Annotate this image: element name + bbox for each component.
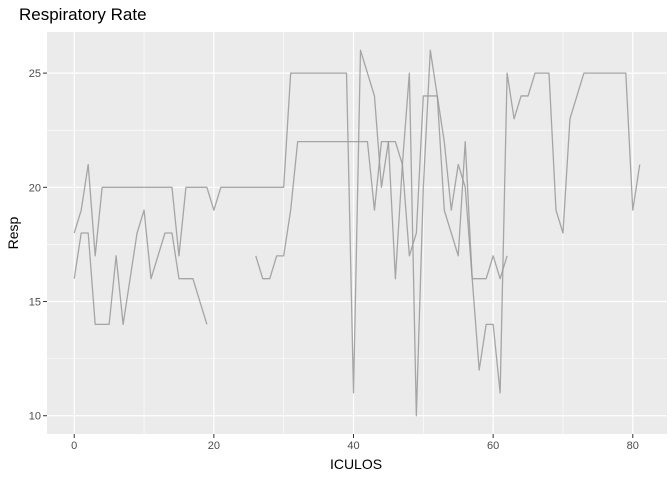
series-line-1 [73, 209, 208, 326]
y-tick-label: 10 [29, 411, 41, 423]
x-tick-label: 20 [208, 440, 220, 452]
x-axis: 0 20 40 60 80 [71, 434, 639, 452]
x-tick-label: 80 [627, 440, 639, 452]
series-line-3 [255, 49, 641, 417]
x-tick-label: 40 [347, 440, 359, 452]
y-axis: 10 15 20 25 [29, 68, 47, 423]
x-tick-label: 0 [71, 440, 77, 452]
x-axis-label: ICULOS [330, 456, 382, 472]
x-tick-label: 60 [487, 440, 499, 452]
y-tick-label: 25 [29, 68, 41, 80]
y-tick-label: 15 [29, 297, 41, 309]
y-tick-label: 20 [29, 182, 41, 194]
series-layer [73, 49, 641, 417]
series-line-2 [73, 49, 508, 394]
y-axis-label: Resp [5, 216, 21, 249]
chart-title: Respiratory Rate [19, 5, 147, 24]
